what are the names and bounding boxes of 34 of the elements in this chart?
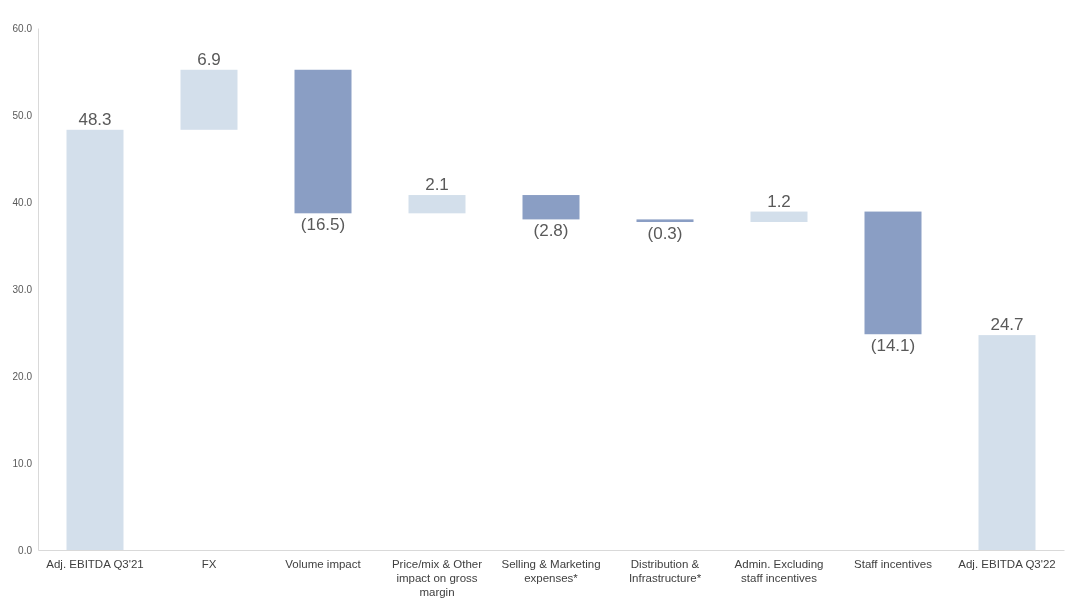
y-tick-label: 0.0 <box>18 544 33 556</box>
x-tick-label: Selling & Marketing expenses* <box>501 558 601 584</box>
bar <box>636 219 694 223</box>
x-tick-label: FX <box>201 558 217 571</box>
bar <box>66 129 124 550</box>
y-tick-label: 10.0 <box>12 457 33 469</box>
bar <box>864 211 922 335</box>
x-tick-label: Price/mix & Other impact on gross margin <box>391 558 483 598</box>
y-tick-label: 30.0 <box>12 283 33 295</box>
y-tick-label: 50.0 <box>12 109 33 121</box>
y-tick-label: 60.0 <box>12 22 33 34</box>
x-tick-label: Adj. EBITDA Q3'22 <box>958 558 1056 571</box>
x-tick-label: Volume impact <box>285 558 362 571</box>
data-label: (14.1) <box>870 336 916 356</box>
data-label: 1.2 <box>767 191 791 211</box>
bar <box>522 195 580 220</box>
x-tick-label: Adj. EBITDA Q3'21 <box>46 558 144 571</box>
data-label: (2.8) <box>533 221 569 241</box>
y-tick-label: 20.0 <box>12 370 33 382</box>
data-label: 2.1 <box>425 175 449 195</box>
bar <box>180 69 238 130</box>
bar <box>408 195 466 214</box>
x-tick-label: Admin. Excluding staff incentives <box>734 558 824 584</box>
data-label: 24.7 <box>990 315 1024 335</box>
data-label: (16.5) <box>300 215 346 235</box>
data-label: 48.3 <box>78 109 112 129</box>
bar <box>978 335 1036 550</box>
data-label: 6.9 <box>197 49 221 69</box>
bar <box>750 211 808 223</box>
x-tick-label: Distribution & Infrastructure* <box>628 558 702 584</box>
bar <box>294 69 352 214</box>
data-label: (0.3) <box>647 224 683 244</box>
y-tick-label: 40.0 <box>12 196 33 208</box>
x-tick-label: Staff incentives <box>854 558 933 571</box>
